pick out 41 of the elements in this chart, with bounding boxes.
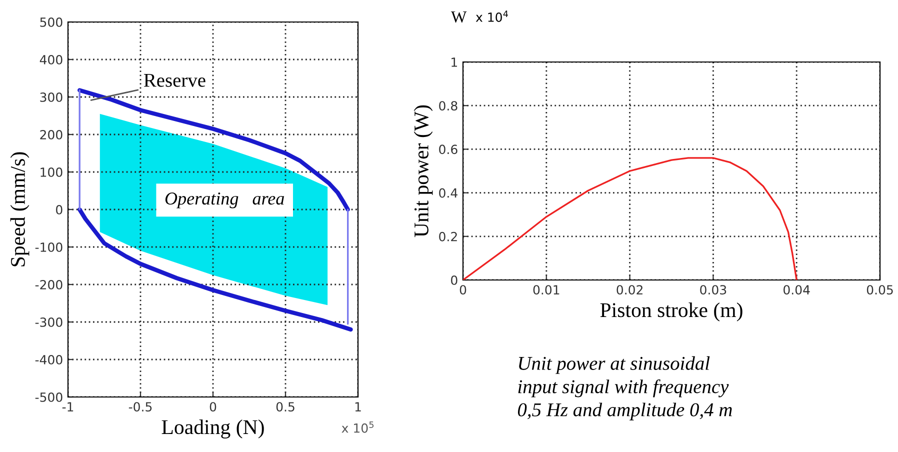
y-tick-label: 400 [40, 54, 62, 64]
y-tick-label: 0.8 [439, 101, 458, 111]
y-tick-label: 500 [40, 17, 62, 27]
y-tick-label: 0 [451, 275, 458, 285]
y-tick-label: 200 [40, 130, 62, 140]
text: W [450, 11, 467, 23]
y-tick-label: -300 [35, 317, 62, 327]
y-tick-label: 0 [56, 204, 62, 214]
y-tick-label: -200 [35, 280, 62, 290]
y-tick-label: 300 [40, 92, 62, 102]
y-tick-label: 0.6 [439, 144, 458, 154]
line-series [78, 88, 350, 212]
x-axis-title: Piston stroke (m) [600, 302, 742, 322]
text: x 10$^{4}$ [476, 10, 508, 22]
y-tick-label: 0.2 [439, 232, 457, 242]
annotation: Operating area [165, 192, 284, 208]
x-tick-label: 0.04 [784, 285, 810, 295]
y-axis-title: Unit power (W) [414, 105, 433, 238]
x-axis-title: Loading (N) [162, 420, 264, 438]
text: Unit power at sinusoidal input signal with frequency 0,5 Hz and amplitude 0,4 m [518, 356, 732, 420]
y-tick-label: 1 [452, 58, 457, 67]
x-tick-label: 0.05 [866, 285, 893, 295]
y-tick-label: 100 [40, 167, 62, 177]
x-tick-label: 0 [460, 285, 466, 295]
x-tick-label: 0 [210, 402, 216, 412]
x-tick-label: 0.03 [700, 285, 726, 295]
x-tick-label: -1 [62, 402, 74, 412]
annotation: Reserve [144, 74, 206, 87]
y-axis-title: Speed (mm/s) [10, 152, 30, 266]
line-series [78, 207, 353, 332]
y-tick-label: -400 [35, 354, 62, 364]
x-tick-label: 0.01 [533, 285, 560, 295]
line-series [463, 157, 798, 280]
x-tick-label: 1 [355, 402, 361, 412]
x-tick-label: 0.5 [276, 402, 294, 412]
x-tick-label: -0.5 [128, 402, 152, 412]
y-tick-label: -100 [35, 242, 62, 252]
y-tick-label: 0.4 [439, 188, 458, 198]
x-tick-label: 0.02 [616, 285, 642, 295]
y-tick-label: -500 [35, 392, 62, 402]
text: x 10$^{5}$ [342, 422, 374, 433]
